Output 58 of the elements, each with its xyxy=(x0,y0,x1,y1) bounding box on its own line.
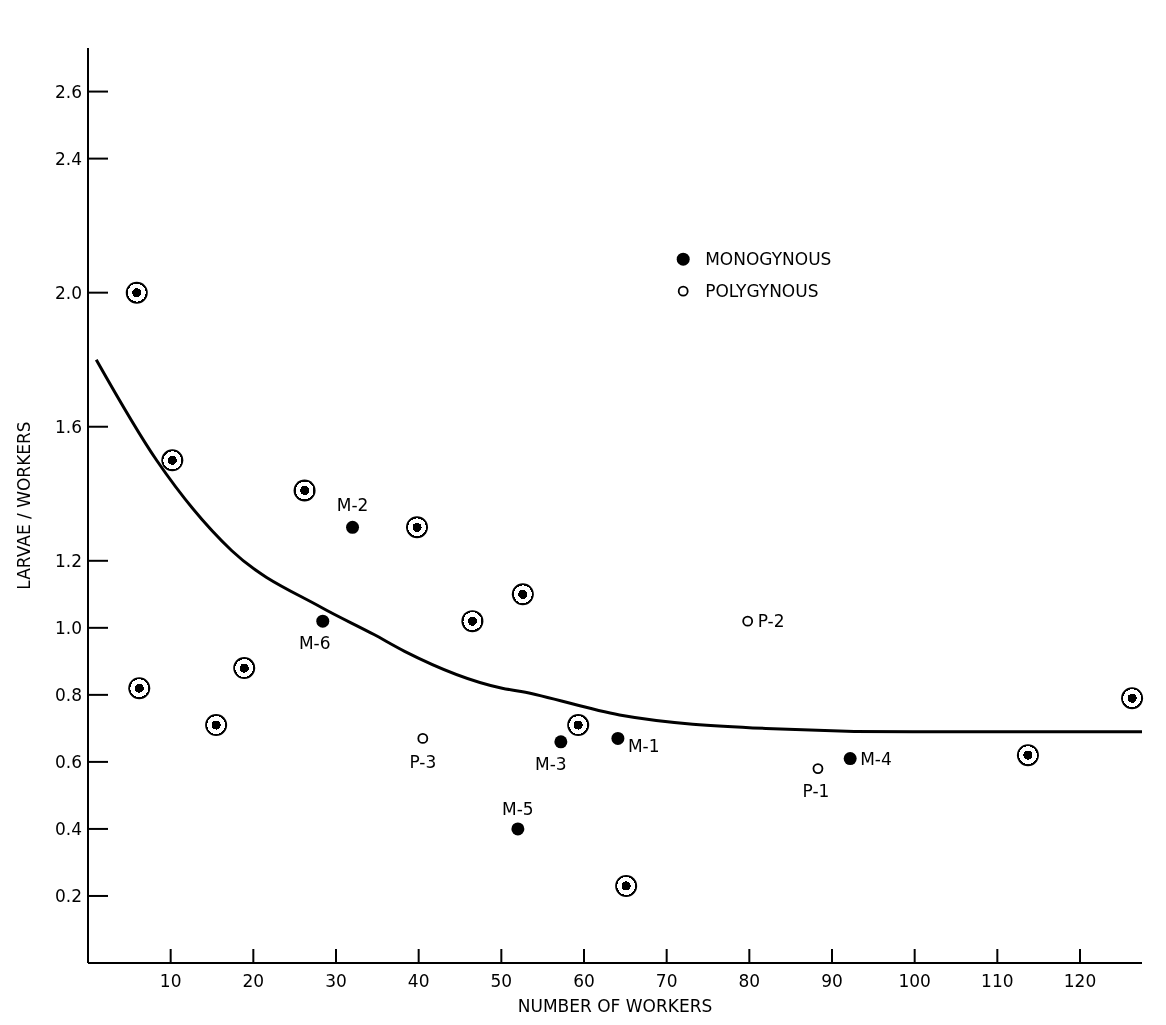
point xyxy=(511,822,525,836)
point xyxy=(205,714,228,737)
point xyxy=(1016,744,1039,767)
x-tick-label: 80 xyxy=(738,971,761,991)
annotation: M-2 xyxy=(336,495,369,516)
point xyxy=(346,520,360,534)
legend-label: MONOGYNOUS xyxy=(705,249,832,270)
annotation: M-5 xyxy=(502,798,534,819)
y-axis-title: LARVAE / WORKERS xyxy=(14,421,34,590)
y-tick-label: 1.0 xyxy=(54,617,82,638)
x-tick-label: 70 xyxy=(655,971,678,991)
x-tick-label: 50 xyxy=(490,971,513,991)
x-tick-label: 20 xyxy=(242,971,265,991)
point xyxy=(233,657,256,680)
annotation: M-3 xyxy=(535,753,567,774)
annotation: P-2 xyxy=(757,611,785,632)
point xyxy=(1121,687,1144,710)
point xyxy=(742,615,754,627)
point xyxy=(511,583,534,606)
x-tick-label: 100 xyxy=(898,971,931,991)
annotation: M-4 xyxy=(860,748,892,769)
y-tick-label: 1.2 xyxy=(54,550,82,571)
x-tick-label: 110 xyxy=(981,971,1014,991)
annotation: P-3 xyxy=(409,752,437,773)
x-tick-label: 10 xyxy=(159,971,182,991)
point xyxy=(128,677,151,700)
y-tick-label: 1.6 xyxy=(54,416,82,437)
y-tick-label: 0.8 xyxy=(54,684,82,705)
point xyxy=(406,516,429,539)
point xyxy=(615,874,638,897)
y-tick-label: 2.0 xyxy=(54,282,82,303)
y-tick-label: 0.4 xyxy=(54,818,82,839)
x-tick-label: 40 xyxy=(407,971,430,991)
y-tick-label: 2.4 xyxy=(54,148,82,169)
point xyxy=(125,281,148,304)
point xyxy=(461,610,484,633)
point xyxy=(567,714,590,737)
x-tick-label: 90 xyxy=(821,971,843,991)
point xyxy=(554,735,568,749)
x-tick-label: 60 xyxy=(573,971,595,991)
x-axis-title: NUMBER OF WORKERS xyxy=(517,996,713,1016)
annotation: M-6 xyxy=(298,633,331,654)
annotation: M-1 xyxy=(627,736,660,757)
legend-label: POLYGYNOUS xyxy=(705,281,819,302)
point xyxy=(611,731,625,745)
point xyxy=(161,449,184,472)
x-tick-label: 120 xyxy=(1063,971,1097,991)
line-series xyxy=(94,358,1144,734)
y-tick-label: 0.2 xyxy=(54,885,82,906)
point xyxy=(843,752,857,766)
point xyxy=(316,614,330,628)
point xyxy=(293,479,316,502)
x-tick-label: 30 xyxy=(325,971,347,991)
y-tick-label: 0.6 xyxy=(54,751,82,772)
annotation: P-1 xyxy=(802,780,830,801)
point xyxy=(417,733,429,744)
point xyxy=(812,763,824,774)
y-tick-label: 2.6 xyxy=(54,81,82,102)
